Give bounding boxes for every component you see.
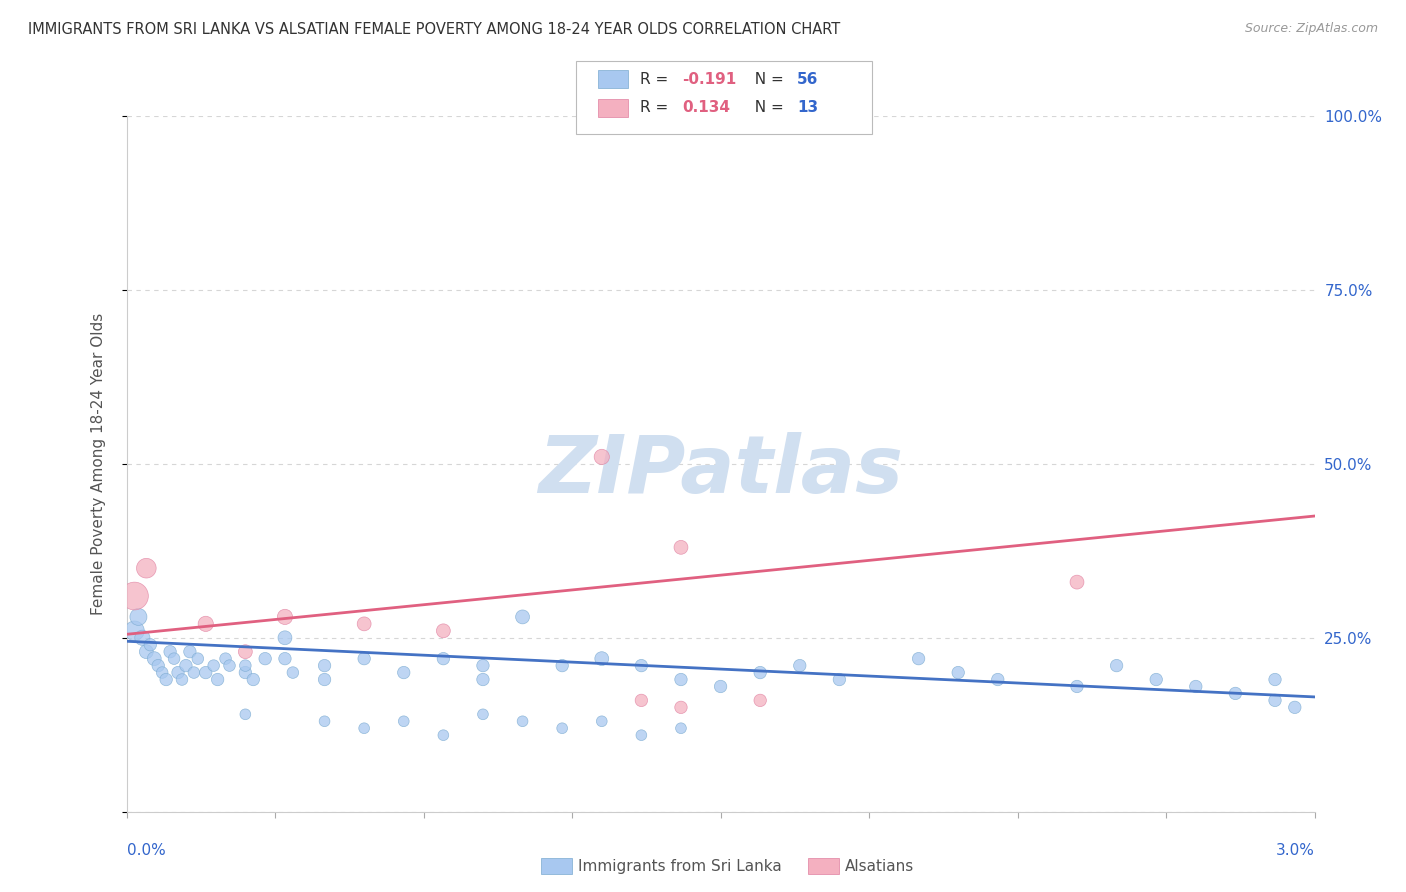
Point: [1144, 673, 1167, 687]
Point: [281, 665, 304, 680]
Text: 13: 13: [797, 101, 818, 115]
Point: [183, 665, 205, 680]
Point: [709, 680, 731, 694]
Point: [1225, 686, 1247, 700]
Point: [155, 673, 177, 687]
Point: [512, 714, 534, 729]
Text: Alsatians: Alsatians: [845, 859, 914, 873]
Text: IMMIGRANTS FROM SRI LANKA VS ALSATIAN FEMALE POVERTY AMONG 18-24 YEAR OLDS CORRE: IMMIGRANTS FROM SRI LANKA VS ALSATIAN FE…: [28, 22, 841, 37]
Point: [167, 665, 190, 680]
Point: [669, 673, 692, 687]
Point: [749, 693, 772, 707]
Point: [233, 645, 257, 659]
Point: [1066, 680, 1088, 694]
Point: [214, 651, 236, 665]
Point: [170, 673, 193, 687]
Point: [194, 616, 217, 631]
Point: [749, 665, 772, 680]
Point: [174, 658, 197, 673]
Point: [392, 714, 415, 729]
Point: [591, 714, 613, 729]
Point: [274, 631, 297, 645]
Point: [392, 665, 415, 680]
Point: [630, 658, 652, 673]
Point: [432, 728, 454, 742]
Point: [179, 645, 201, 659]
Point: [148, 658, 170, 673]
Point: [669, 541, 692, 555]
Point: [828, 673, 851, 687]
Point: [1284, 700, 1306, 714]
Point: [242, 673, 264, 687]
Text: -0.191: -0.191: [682, 72, 737, 87]
Text: 0.134: 0.134: [682, 101, 730, 115]
Point: [1264, 693, 1286, 707]
Point: [314, 673, 336, 687]
Point: [353, 721, 375, 735]
Point: [630, 728, 652, 742]
Point: [187, 651, 209, 665]
Point: [948, 665, 970, 680]
Point: [143, 651, 166, 665]
Point: [1105, 658, 1128, 673]
Point: [150, 665, 173, 680]
Point: [124, 624, 146, 638]
Point: [163, 651, 186, 665]
Text: 56: 56: [797, 72, 818, 87]
Point: [591, 450, 613, 464]
Point: [432, 624, 454, 638]
Point: [907, 651, 929, 665]
Text: Source: ZipAtlas.com: Source: ZipAtlas.com: [1244, 22, 1378, 36]
Point: [233, 707, 257, 722]
Point: [472, 673, 495, 687]
Point: [591, 651, 613, 665]
Point: [1066, 575, 1088, 590]
Point: [472, 658, 495, 673]
Text: 3.0%: 3.0%: [1275, 843, 1315, 858]
Point: [135, 561, 157, 575]
Point: [202, 658, 225, 673]
Point: [135, 645, 157, 659]
Point: [1185, 680, 1208, 694]
Text: R =: R =: [640, 101, 673, 115]
Point: [551, 721, 574, 735]
Point: [669, 721, 692, 735]
Point: [218, 658, 240, 673]
Text: R =: R =: [640, 72, 673, 87]
Point: [127, 610, 149, 624]
Point: [353, 651, 375, 665]
Point: [254, 651, 277, 665]
Point: [274, 651, 297, 665]
Text: Immigrants from Sri Lanka: Immigrants from Sri Lanka: [578, 859, 782, 873]
Point: [353, 616, 375, 631]
Point: [789, 658, 811, 673]
Point: [274, 610, 297, 624]
Text: N =: N =: [745, 72, 789, 87]
Point: [432, 651, 454, 665]
Point: [159, 645, 181, 659]
Point: [233, 665, 257, 680]
Point: [472, 707, 495, 722]
Text: ZIPatlas: ZIPatlas: [538, 432, 903, 510]
Point: [139, 638, 162, 652]
Point: [233, 658, 257, 673]
Point: [630, 693, 652, 707]
Point: [669, 700, 692, 714]
Y-axis label: Female Poverty Among 18-24 Year Olds: Female Poverty Among 18-24 Year Olds: [91, 313, 105, 615]
Point: [987, 673, 1010, 687]
Point: [314, 658, 336, 673]
Point: [207, 673, 229, 687]
Point: [1264, 673, 1286, 687]
Point: [551, 658, 574, 673]
Point: [194, 665, 217, 680]
Point: [124, 589, 146, 603]
Point: [512, 610, 534, 624]
Point: [314, 714, 336, 729]
Text: N =: N =: [745, 101, 789, 115]
Point: [131, 631, 153, 645]
Text: 0.0%: 0.0%: [127, 843, 166, 858]
